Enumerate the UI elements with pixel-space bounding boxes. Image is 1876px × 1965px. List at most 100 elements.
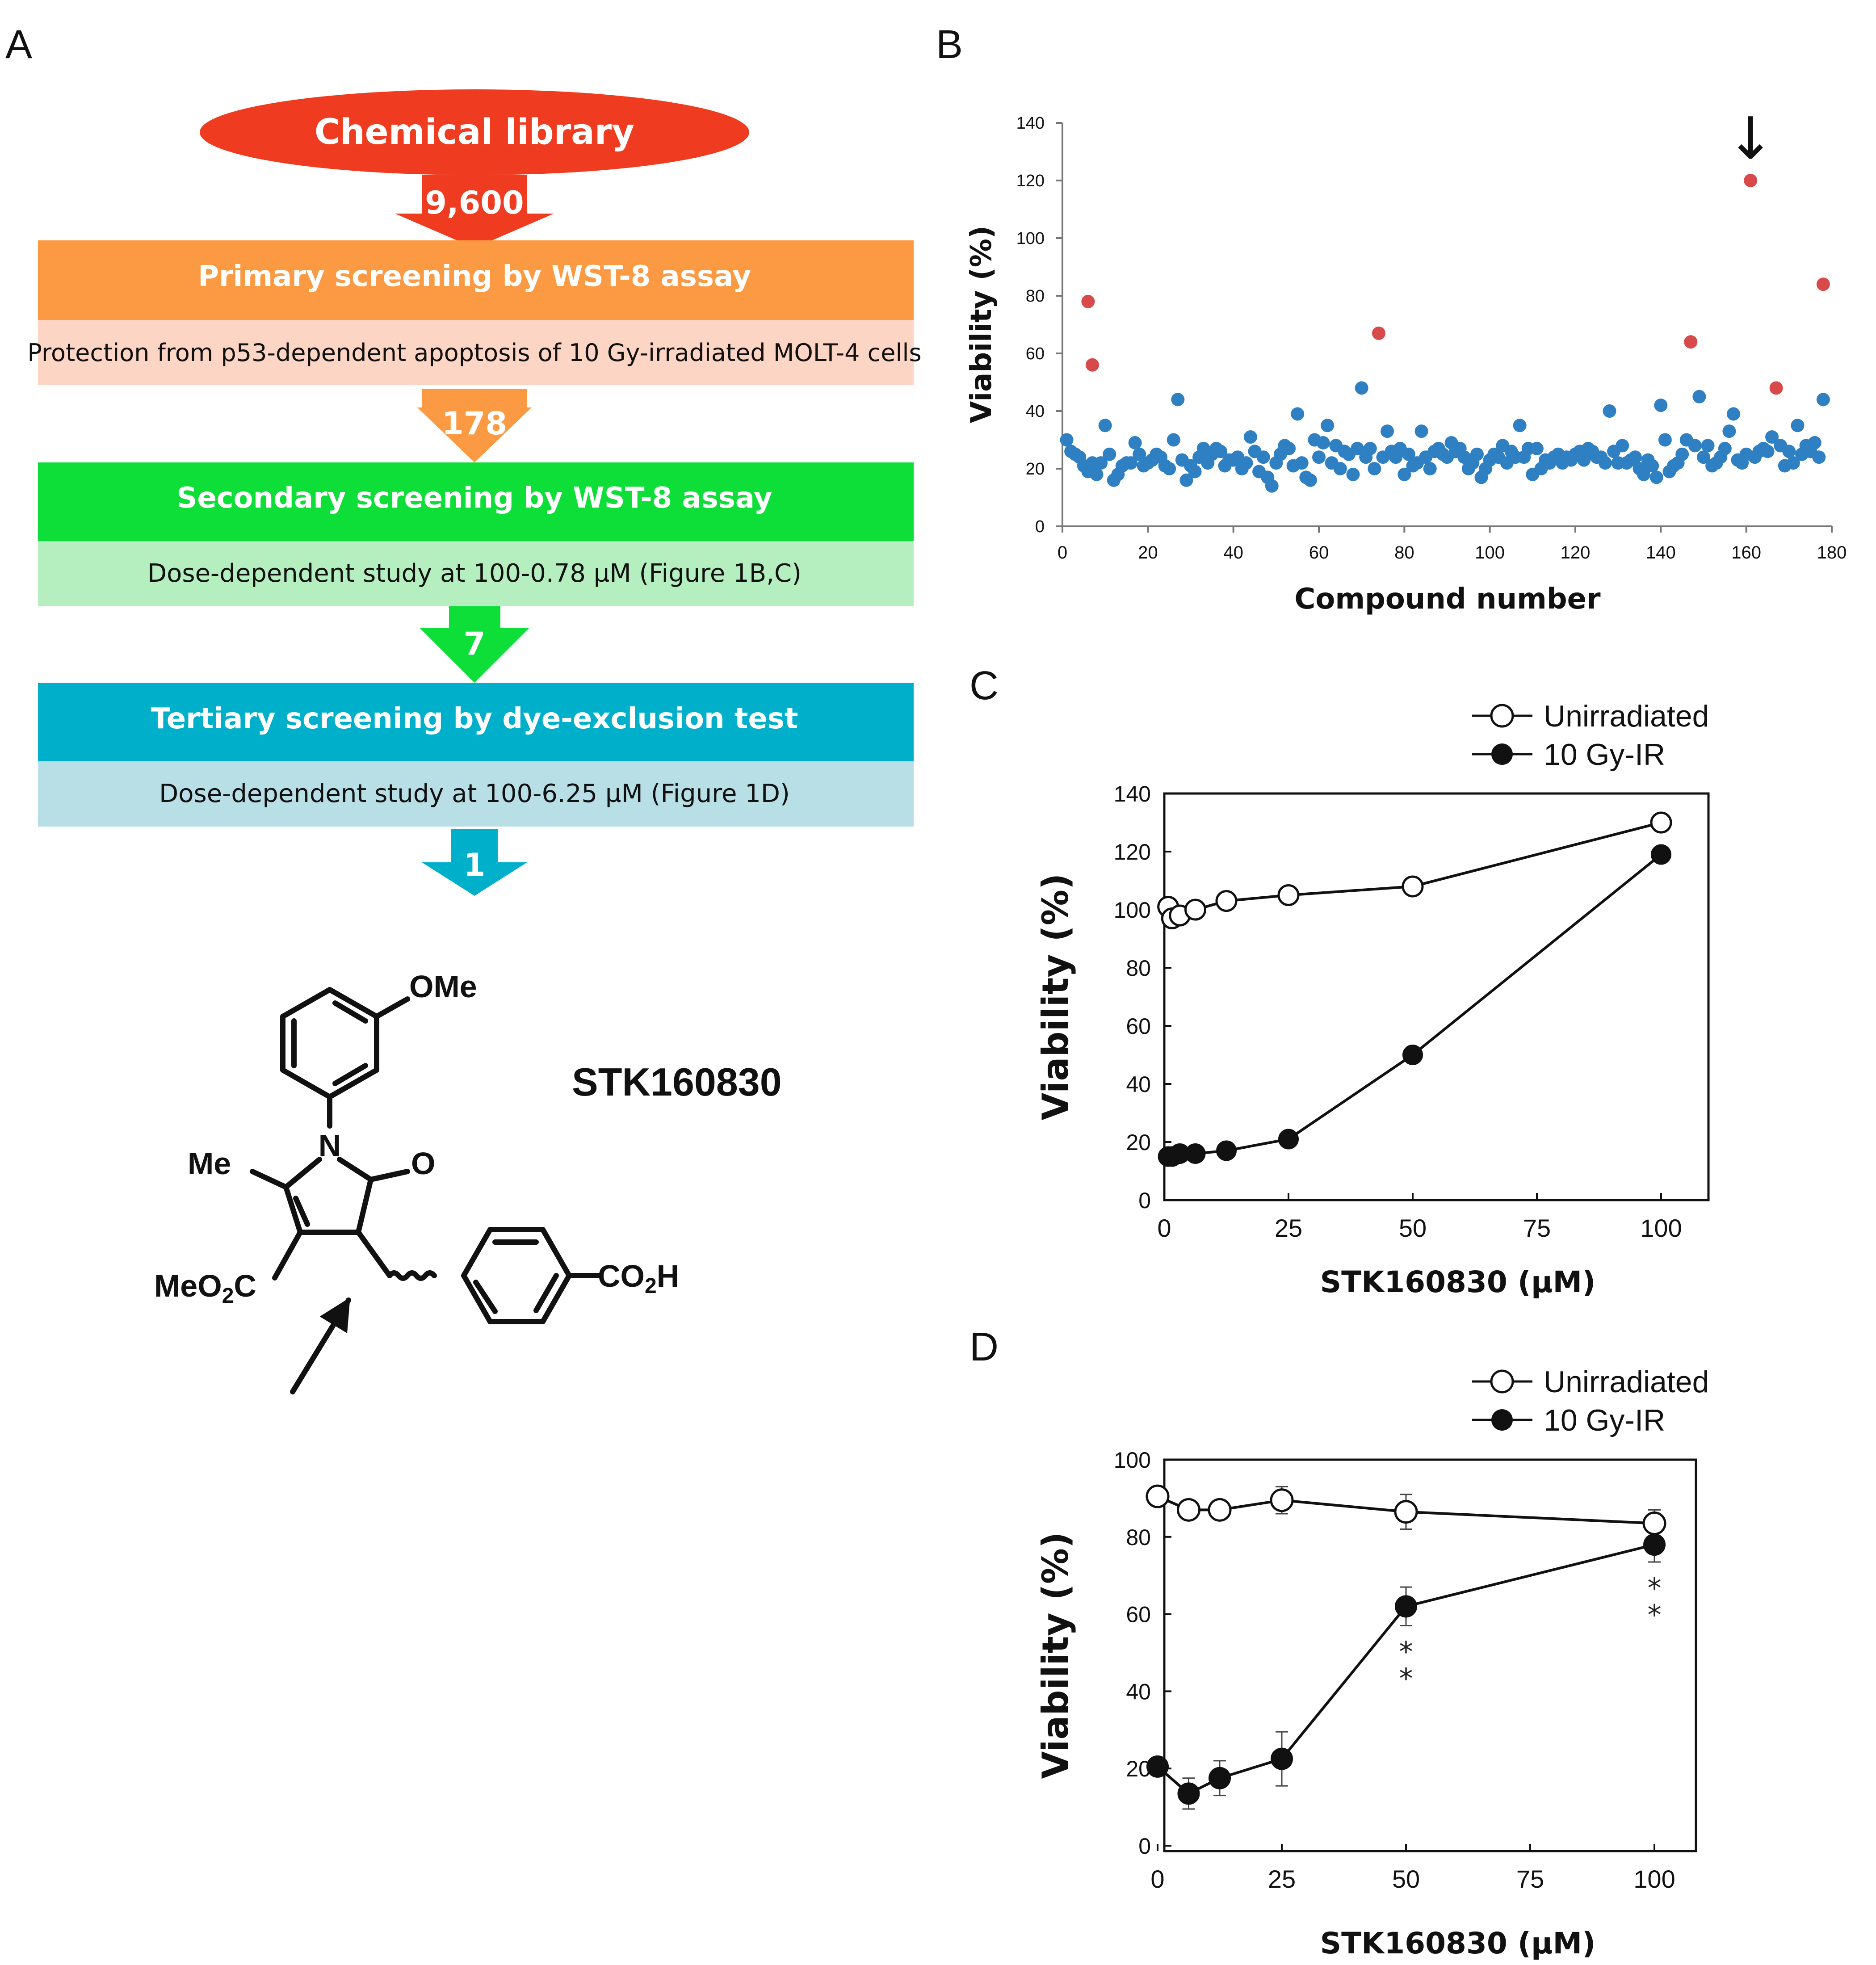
chart-d-x-tick-label: 100: [1633, 1865, 1675, 1893]
chart-b-point: [1598, 456, 1612, 470]
chart-d-point-unirradiated: [1208, 1498, 1232, 1522]
chart-b-point: [1316, 436, 1330, 449]
chart-b-xlabel: Compound number: [1294, 583, 1601, 616]
meo2c-label: MeO2C: [154, 1268, 256, 1308]
chart-b-point: [1658, 433, 1672, 447]
arrow-primary: [417, 389, 532, 462]
chart-b-point: [1398, 467, 1411, 481]
chart-b-x-tick-label: 80: [1394, 543, 1414, 563]
chart-b-point: [1312, 450, 1326, 464]
chart-c-point-irradiated: [1185, 1143, 1206, 1164]
primary-title: Primary screening by WST-8 assay: [198, 260, 751, 293]
arrow-tertiary: [422, 829, 527, 896]
structure-labels: OMe N O Me MeO2C CO2H STK160830: [154, 969, 782, 1308]
chart-d-point-unirradiated: [1146, 1484, 1170, 1508]
chart-d-significance-star: *: [1648, 1572, 1662, 1604]
chart-c-frame: [1163, 792, 1710, 1201]
chart-b-point: [1282, 441, 1296, 455]
chart-b-point: [1470, 447, 1484, 461]
me-label: Me: [188, 1146, 231, 1181]
chart-c-line-unirradiated: [1167, 821, 1662, 920]
chart-c-point-unirradiated: [1650, 811, 1672, 834]
chart-b-hit-point: [1816, 277, 1830, 291]
chart-b-hit-point: [1769, 381, 1783, 395]
chart-d-point-irradiated: [1271, 1747, 1293, 1770]
count-library: 9,600: [425, 185, 524, 221]
compound-name: STK160830: [572, 1060, 782, 1104]
chart-c-point-irradiated: [1402, 1045, 1423, 1065]
chart-b-point: [1637, 467, 1651, 481]
chart-b-x-tick-label: 180: [1817, 543, 1847, 563]
chart-b-y-tick-label: 40: [1026, 402, 1045, 421]
chemical-structure: [250, 987, 601, 1394]
chart-b-point: [1654, 399, 1668, 412]
arrow-secondary: [420, 606, 529, 683]
chart-d-point-unirradiated: [1270, 1488, 1294, 1512]
chart-b-point: [1628, 450, 1642, 464]
chart-b-point: [1351, 441, 1364, 455]
chart-c-x-tick-label: 50: [1399, 1214, 1427, 1242]
chart-b-y-tick-label: 120: [1016, 172, 1045, 190]
chart-b-point: [1333, 462, 1347, 475]
chart-d-point-irradiated: [1209, 1767, 1231, 1789]
chart-c-point-unirradiated: [1277, 884, 1300, 906]
chart-b-point: [1718, 441, 1732, 455]
chart-b-x-tick-label: 140: [1646, 543, 1676, 563]
arrow-library: [395, 175, 554, 248]
chart-d-x-tick-label: 0: [1150, 1865, 1164, 1893]
chart-b-point: [1513, 419, 1527, 432]
chart-b-point: [1188, 465, 1202, 479]
count-tertiary: 1: [464, 847, 486, 883]
chart-d-y-tick-label: 60: [1126, 1602, 1151, 1627]
chart-c-y-tick-label: 60: [1126, 1014, 1151, 1039]
chart-b-point: [1090, 467, 1104, 481]
chart-b-point: [1163, 462, 1176, 475]
chart-d-point-irradiated: [1177, 1782, 1200, 1805]
chart-b-point: [1303, 473, 1317, 487]
chart-d-point-irradiated: [1643, 1533, 1666, 1556]
chart-b-point: [1060, 433, 1074, 447]
chart-d-significance-star: *: [1399, 1636, 1413, 1668]
chart-d-point-unirradiated: [1394, 1500, 1418, 1524]
chart-b-hit-point: [1085, 358, 1099, 372]
chart-b-hit-point: [1372, 326, 1385, 340]
panel-label-c: C: [969, 663, 999, 708]
chart-b-y-tick-label: 100: [1016, 229, 1045, 248]
chart-b-y-tick-label: 20: [1026, 460, 1045, 479]
chart-c-legend-irradiated: 10 Gy-IR: [1544, 738, 1665, 772]
chart-b-point: [1782, 445, 1796, 458]
chart-c-dose-response: 0 25 50 75 100 0 20 40 60 80 100 120 140 STK160830 (…: [1035, 699, 1710, 1299]
library-ellipse: [200, 89, 749, 175]
library-label: Chemical library: [315, 112, 634, 152]
chart-b-x-tick-label: 20: [1138, 543, 1158, 563]
chart-b-scatter: 0 20 40 60 80 100 120 140 160 180 0 20 40 60 80 100 120 1…: [965, 105, 1847, 616]
chart-b-point: [1321, 419, 1335, 432]
secondary-title: Secondary screening by WST-8 assay: [176, 482, 772, 515]
benzoic-ring: [461, 1227, 572, 1324]
chart-b-point: [1265, 479, 1279, 493]
primary-desc: Protection from p53-dependent apoptosis …: [27, 339, 921, 367]
chart-d-y-tick-label: 80: [1126, 1525, 1151, 1550]
chart-b-point: [1530, 441, 1544, 455]
chart-b-y-tick-label: 80: [1026, 287, 1045, 306]
chart-b-hit-point: [1081, 294, 1095, 308]
chart-b-point: [1688, 439, 1702, 453]
chart-b-point: [1675, 447, 1689, 461]
chart-b-point: [1295, 456, 1309, 470]
chart-c-y-tick-label: 20: [1126, 1130, 1151, 1155]
o-label: O: [411, 1146, 435, 1181]
secondary-box: [38, 462, 914, 541]
chart-d-frame: [1163, 1458, 1697, 1852]
chart-b-point: [1094, 456, 1108, 470]
chart-b-point: [1726, 407, 1740, 421]
tertiary-box: [38, 683, 914, 761]
primary-desc-box: [38, 320, 914, 385]
chart-c-y-tick-label: 80: [1126, 956, 1151, 981]
chart-d-significance-star: *: [1399, 1663, 1413, 1695]
chart-c-y-tick-label: 140: [1114, 781, 1151, 806]
chart-c-legend-open-marker: [1490, 704, 1514, 728]
chart-b-point: [1128, 436, 1142, 449]
chart-c-point-irradiated: [1651, 844, 1671, 865]
chart-b-point: [1816, 393, 1830, 407]
chart-b-point: [1701, 439, 1715, 453]
